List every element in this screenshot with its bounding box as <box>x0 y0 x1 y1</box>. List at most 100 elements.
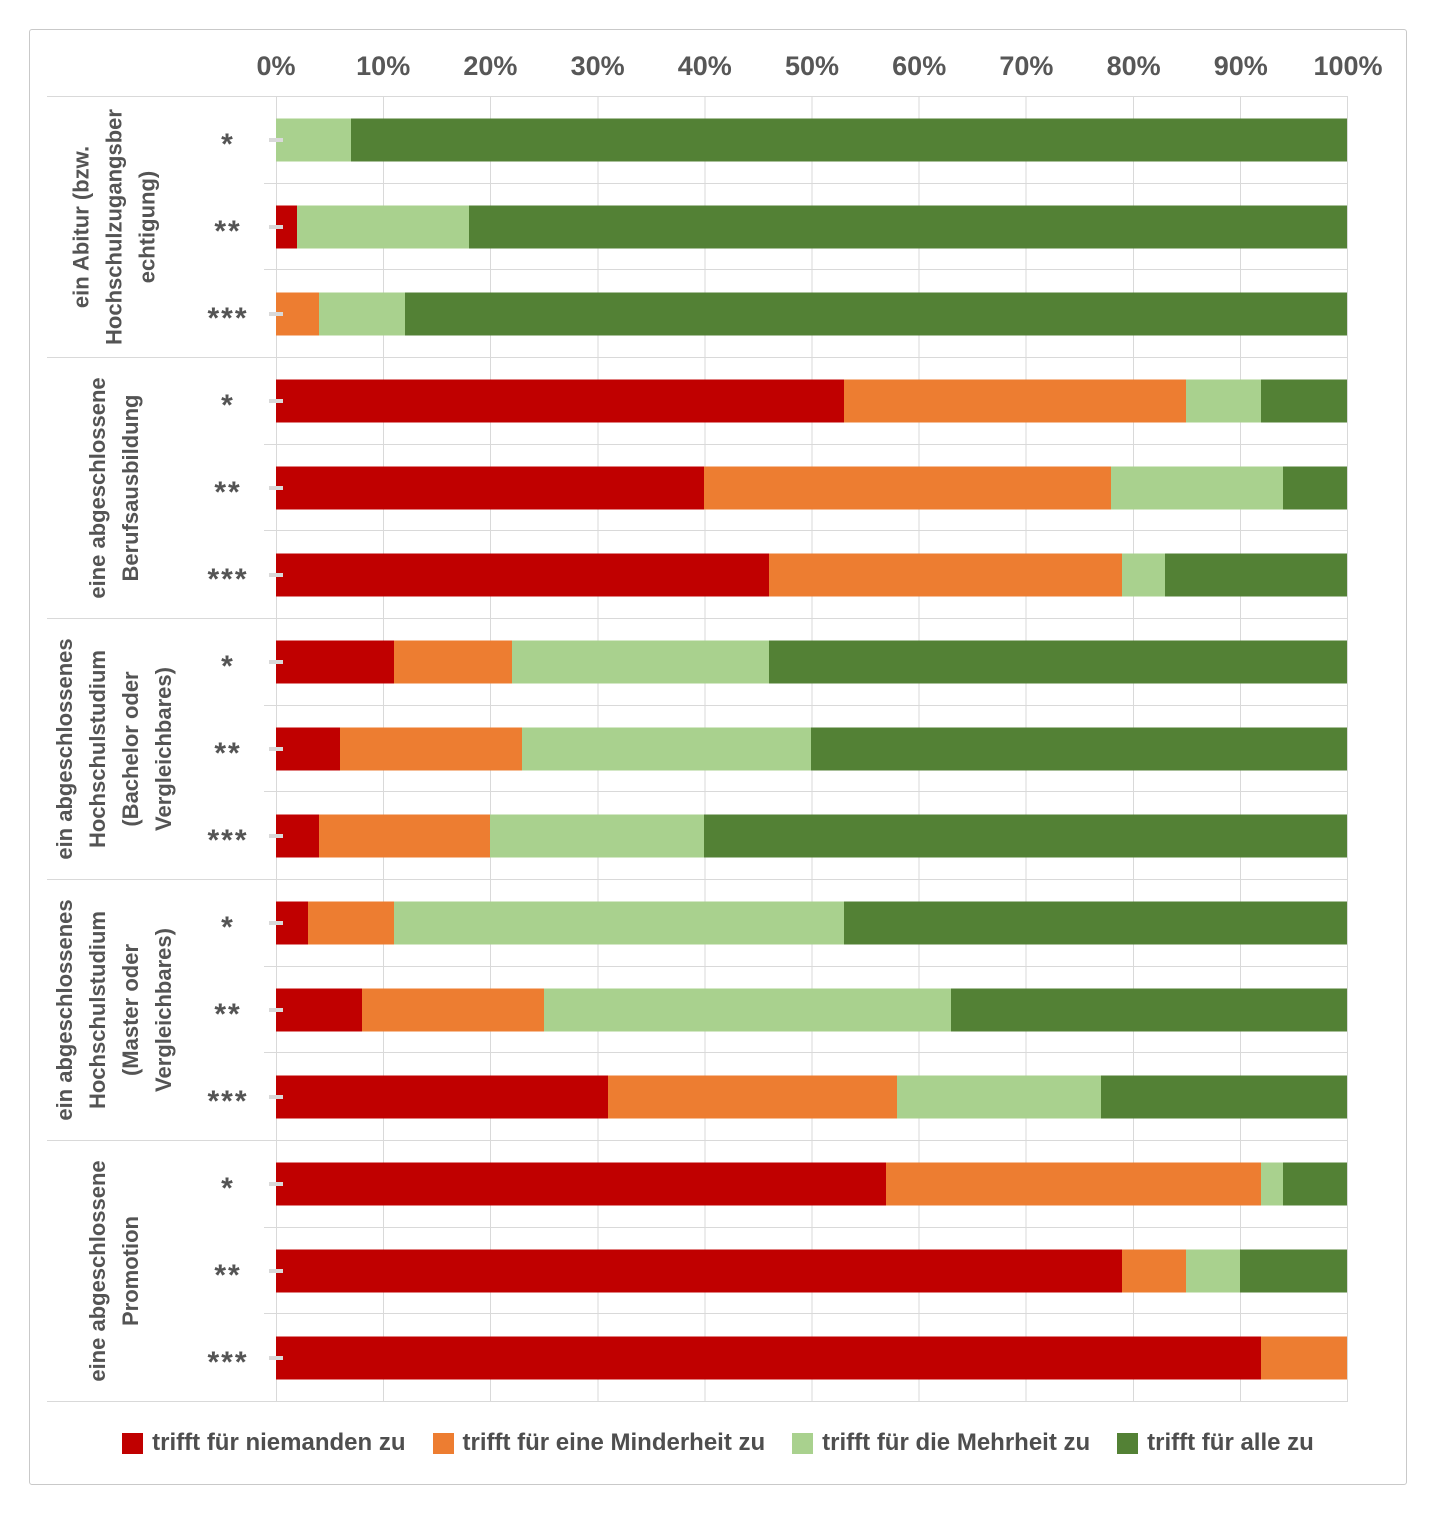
bar-track <box>276 270 1348 358</box>
legend-label: trifft für niemanden zu <box>152 1429 406 1456</box>
bar-segment-niemanden <box>276 205 298 249</box>
bar-segment-alle <box>1100 1075 1347 1119</box>
significance-marker: *** <box>207 1084 249 1118</box>
bar-segment-alle <box>350 118 1347 162</box>
significance-marker: * <box>221 911 235 945</box>
bar-segment-alle <box>1282 1162 1347 1206</box>
bar-segment-niemanden <box>276 727 341 771</box>
bar-segment-alle <box>843 901 1347 945</box>
bar-segment-mehrheit <box>1186 379 1262 423</box>
bar-segment-niemanden <box>276 466 705 510</box>
x-axis-tick-label: 10% <box>356 51 411 81</box>
x-axis-tick-label: 40% <box>677 51 732 81</box>
bar-row: *** <box>180 1052 1348 1141</box>
bar-row: ** <box>180 1226 1348 1315</box>
bar-row: *** <box>180 269 1348 358</box>
bar-segment-niemanden <box>276 553 769 597</box>
bar-segment-alle <box>768 640 1347 684</box>
bar-segment-alle <box>950 988 1347 1032</box>
stacked-bar <box>276 118 1347 162</box>
bar-track <box>276 1227 1348 1315</box>
bar-segment-alle <box>704 814 1347 858</box>
bar-segment-alle <box>1282 466 1347 510</box>
bar-track <box>276 531 1348 619</box>
stacked-bar <box>276 553 1347 597</box>
stacked-bar <box>276 901 1347 945</box>
bar-segment-minderheit <box>308 901 394 945</box>
bar-segment-niemanden <box>276 901 309 945</box>
legend-label: trifft für alle zu <box>1147 1429 1314 1456</box>
bar-row: ** <box>180 704 1348 793</box>
bar-track <box>276 1314 1348 1402</box>
significance-marker: *** <box>207 562 249 596</box>
category-rows: * ** *** <box>180 1141 1348 1402</box>
significance-marker: ** <box>214 215 242 248</box>
plot-area: ein Abitur (bzw. Hochschulzugangsber ech… <box>47 96 1348 1402</box>
bar-segment-mehrheit <box>522 727 812 771</box>
significance-marker: ** <box>214 737 242 770</box>
bar-segment-alle <box>1164 553 1347 597</box>
bar-track <box>276 97 1348 184</box>
stacked-bar <box>276 727 1347 771</box>
bar-track <box>276 792 1348 880</box>
stacked-bar <box>276 814 1347 858</box>
stacked-bar <box>276 1336 1347 1380</box>
x-axis-tick-label: 60% <box>892 51 947 81</box>
category-label-cell: eine abgeschlossene Promotion <box>47 1141 180 1401</box>
category-group: ein Abitur (bzw. Hochschulzugangsber ech… <box>47 96 1348 358</box>
bar-row: *** <box>180 530 1348 619</box>
bar-segment-minderheit <box>340 727 523 771</box>
bar-segment-niemanden <box>276 1075 608 1119</box>
bar-row: * <box>180 358 1348 445</box>
bar-segment-minderheit <box>608 1075 898 1119</box>
bar-row: * <box>180 880 1348 967</box>
stacked-bar <box>276 1162 1347 1206</box>
stacked-bar <box>276 466 1347 510</box>
category-label: eine abgeschlossene Berufsausbildung <box>84 377 143 599</box>
bar-segment-mehrheit <box>1261 1162 1283 1206</box>
bar-segment-minderheit <box>393 640 512 684</box>
bar-segment-minderheit <box>1261 1336 1347 1380</box>
legend-item: trifft für eine Minderheit zu <box>432 1429 765 1457</box>
significance-marker: * <box>221 650 235 684</box>
category-label-cell: eine abgeschlossene Berufsausbildung <box>47 358 180 618</box>
legend-swatch-alle <box>1117 1432 1139 1454</box>
bar-track <box>276 1053 1348 1141</box>
legend-item: trifft für niemanden zu <box>122 1429 406 1457</box>
stacked-bar <box>276 640 1347 684</box>
bar-segment-minderheit <box>886 1162 1262 1206</box>
significance-marker: * <box>221 389 235 423</box>
bar-segment-minderheit <box>318 814 491 858</box>
legend-swatch-niemanden <box>122 1432 144 1454</box>
significance-marker: ** <box>214 476 242 509</box>
category-rows: * ** *** <box>180 619 1348 880</box>
legend-label: trifft für die Mehrheit zu <box>822 1429 1091 1456</box>
legend-item: trifft für die Mehrheit zu <box>792 1429 1090 1457</box>
stacked-bar <box>276 292 1347 336</box>
bar-segment-niemanden <box>276 1249 1123 1293</box>
bar-segment-mehrheit <box>1111 466 1283 510</box>
bar-segment-alle <box>1261 379 1347 423</box>
category-label-cell: ein Abitur (bzw. Hochschulzugangsber ech… <box>47 97 180 357</box>
bar-segment-mehrheit <box>1122 553 1165 597</box>
significance-marker: * <box>221 1172 235 1206</box>
legend: trifft für niemanden zu trifft für eine M… <box>30 1402 1406 1484</box>
bar-segment-niemanden <box>276 988 362 1032</box>
bar-segment-minderheit <box>276 292 319 336</box>
bar-track <box>276 880 1348 967</box>
category-label: ein Abitur (bzw. Hochschulzugangsber ech… <box>68 109 159 345</box>
category-label-cell: ein abgeschlossenes Hochschulstudium (Ba… <box>47 619 180 879</box>
x-axis-tick-label: 30% <box>570 51 625 81</box>
legend-swatch-minderheit <box>432 1432 454 1454</box>
legend-swatch-mehrheit <box>792 1432 814 1454</box>
significance-marker: *** <box>207 823 249 857</box>
stacked-bar <box>276 205 1347 249</box>
bar-segment-mehrheit <box>276 118 351 162</box>
bar-row: * <box>180 619 1348 706</box>
bar-track <box>276 1141 1348 1228</box>
stacked-bar <box>276 1249 1347 1293</box>
significance-marker: * <box>221 128 235 162</box>
x-axis-tick-label: 70% <box>999 51 1054 81</box>
bar-segment-mehrheit <box>511 640 769 684</box>
bar-segment-niemanden <box>276 1162 887 1206</box>
